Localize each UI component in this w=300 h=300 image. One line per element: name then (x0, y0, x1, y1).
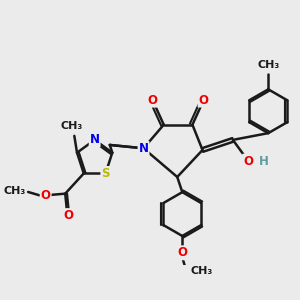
Text: CH₃: CH₃ (61, 121, 83, 131)
Text: S: S (101, 167, 110, 180)
Text: N: N (139, 142, 148, 155)
Text: CH₃: CH₃ (191, 266, 213, 276)
Text: O: O (148, 94, 158, 106)
Text: O: O (199, 94, 208, 106)
Text: CH₃: CH₃ (257, 60, 279, 70)
Text: O: O (177, 246, 187, 259)
Text: N: N (90, 134, 100, 146)
Text: O: O (41, 189, 51, 202)
Text: O: O (243, 154, 253, 168)
Text: H: H (259, 154, 269, 168)
Text: O: O (64, 209, 74, 222)
Text: CH₃: CH₃ (3, 186, 26, 196)
